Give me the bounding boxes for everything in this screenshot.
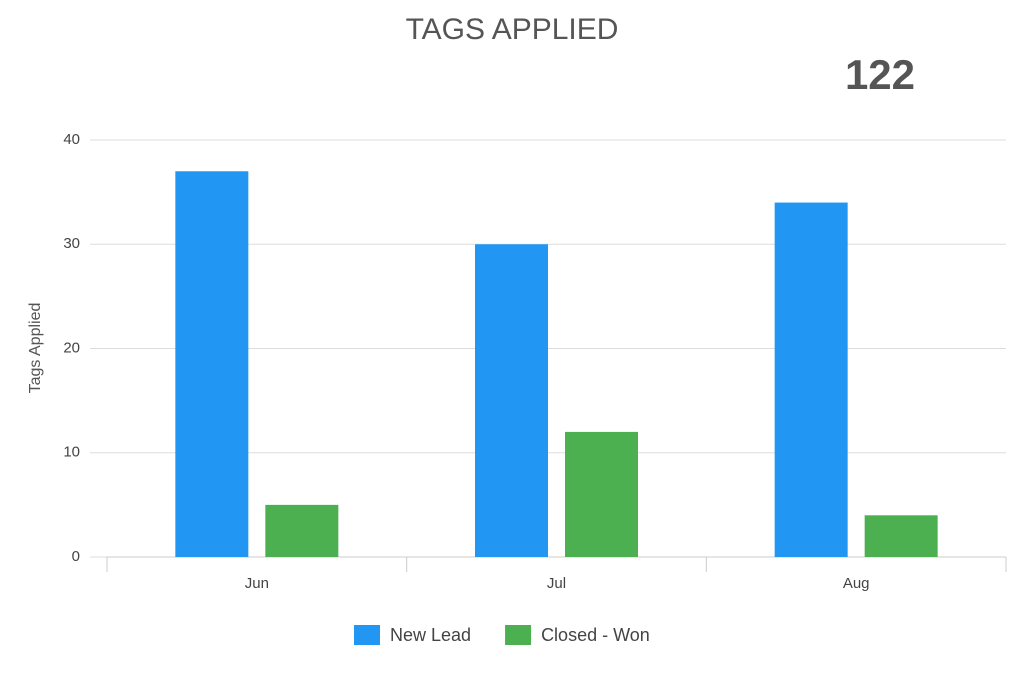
chart-title: TAGS APPLIED (406, 13, 619, 46)
bar (774, 202, 848, 558)
total-value: 122 (845, 51, 915, 98)
x-tick-label: Aug (843, 575, 870, 592)
legend-label: New Lead (390, 625, 471, 645)
legend-swatch (354, 625, 380, 645)
bar (265, 504, 339, 557)
y-tick-label: 40 (63, 131, 80, 148)
bar (565, 431, 638, 557)
x-tick-label: Jun (245, 575, 269, 592)
legend-label: Closed - Won (541, 625, 650, 645)
bar (175, 171, 249, 557)
x-tick-label: Jul (547, 575, 566, 592)
y-tick-label: 20 (63, 339, 80, 356)
y-axis-label: Tags Applied (27, 303, 44, 394)
y-tick-label: 30 (63, 235, 80, 252)
legend-swatch (505, 625, 532, 645)
bar (475, 244, 548, 557)
bar (864, 515, 938, 557)
y-tick-label: 0 (72, 548, 80, 565)
y-tick-label: 10 (63, 444, 80, 461)
